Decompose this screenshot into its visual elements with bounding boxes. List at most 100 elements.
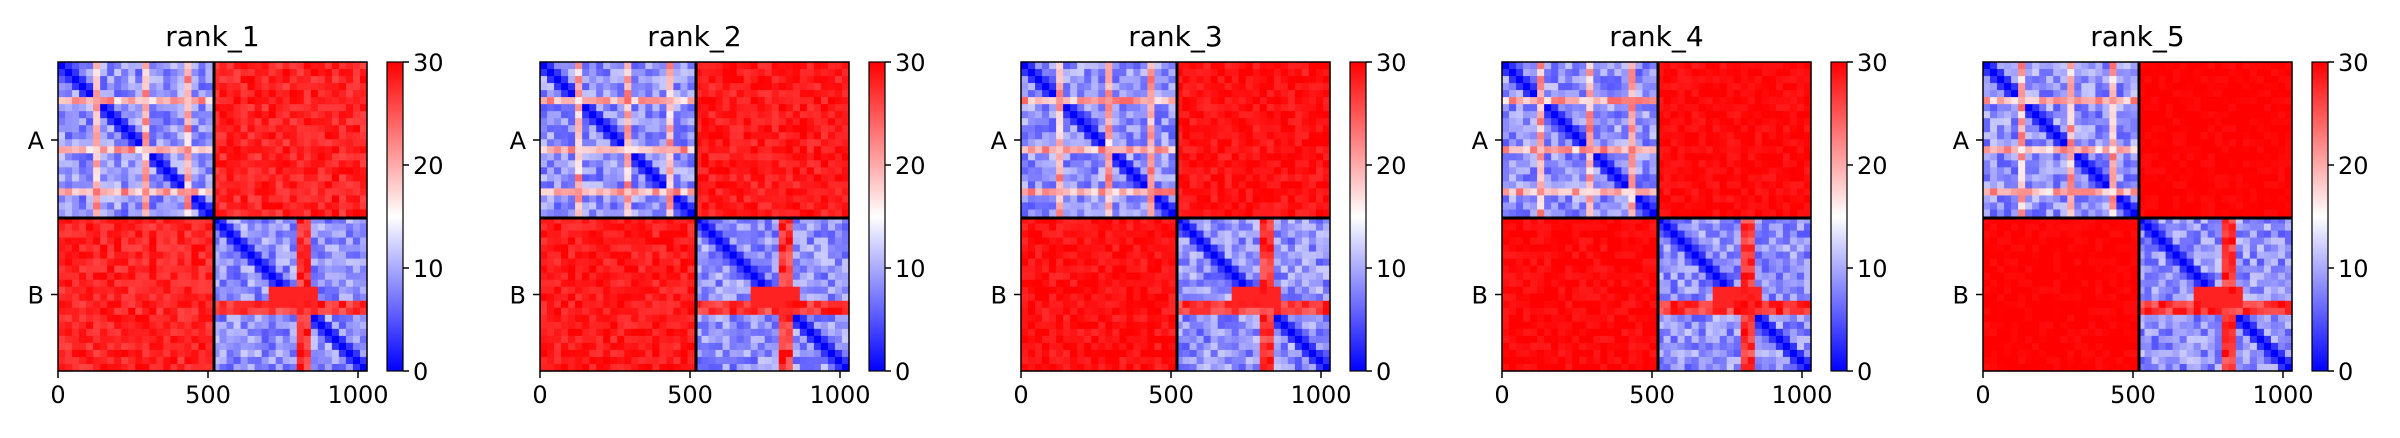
heatmap-cell [254,111,263,119]
heatmap-cell [282,76,291,84]
heatmap-cell [813,146,822,154]
heatmap-cell [219,76,228,84]
heatmap-cell [813,195,822,204]
heatmap-cell [86,209,94,218]
heatmap-cell [142,181,150,190]
heatmap-cell [275,83,284,91]
heatmap-cell [743,167,752,175]
heatmap-cell [114,258,122,267]
heatmap-cell [1224,118,1233,126]
heatmap-cell [638,258,646,267]
heatmap-cell [128,335,136,344]
heatmap-cell [156,188,164,197]
heatmap-cell [1028,188,1036,197]
heatmap-cell [58,307,66,316]
heatmap-cell [589,202,597,211]
heatmap-cell [1056,76,1064,84]
heatmap-cell [1126,104,1134,112]
heatmap-cell [1133,104,1141,112]
heatmap-cell [1098,174,1106,182]
heatmap-cell [1028,160,1036,168]
heatmap-cell [778,258,787,267]
heatmap-cell [715,174,724,182]
heatmap-cell [736,328,745,337]
heatmap-cell [645,265,653,274]
heatmap-cell [275,258,284,267]
heatmap-cell [205,342,214,351]
heatmap-cell [142,307,150,316]
heatmap-cell [149,83,157,91]
heatmap-cell [352,139,361,147]
heatmap-cell [93,314,101,323]
heatmap-cell [1091,181,1099,190]
heatmap-cell [149,230,157,239]
heatmap-cell [757,335,766,344]
panel-title: rank_2 [647,20,741,53]
heatmap-cell [317,132,326,140]
heatmap-cell [729,111,738,119]
heatmap-cell [589,132,597,140]
heatmap-cell [778,202,787,211]
heatmap-cell [198,146,207,154]
heatmap-cell [240,349,249,358]
heatmap-cell [582,272,590,281]
heatmap-cell [331,335,340,344]
heatmap-cell [303,118,312,126]
heatmap-cell [659,265,668,274]
heatmap-cell [722,300,731,309]
heatmap-cell [722,97,731,105]
heatmap-cell [1182,62,1191,70]
heatmap-cell [841,244,850,253]
heatmap-cell [1133,132,1141,140]
heatmap-cell [296,104,305,112]
heatmap-cell [191,321,200,330]
heatmap-cell [226,83,235,91]
heatmap-cell [282,244,291,253]
heatmap-cell [65,216,73,225]
heatmap-cell [1322,181,1331,190]
heatmap-cell [163,181,171,190]
heatmap-cell [114,230,122,239]
heatmap-cell [177,328,186,337]
heatmap-cell [568,335,576,344]
heatmap-cell [547,118,555,126]
heatmap-cell [561,62,569,70]
heatmap-cell [191,244,200,253]
heatmap-cell [1308,97,1317,105]
heatmap-cell [317,118,326,126]
heatmap-cell [247,83,256,91]
heatmap-cell [561,76,569,84]
heatmap-cell [841,202,850,211]
heatmap-cell [827,90,836,98]
heatmap-cell [652,293,660,302]
heatmap-cell [212,195,221,204]
heatmap-cell [778,335,787,344]
heatmap-cell [659,174,668,182]
heatmap-cell [547,328,555,337]
heatmap-cell [603,286,611,295]
heatmap-cell [352,90,361,98]
heatmap-cell [750,279,759,288]
heatmap-cell [610,265,618,274]
heatmap-cell [282,153,291,161]
heatmap-cell [212,83,221,91]
heatmap-cell [331,286,340,295]
heatmap-cell [247,118,256,126]
heatmap-cell [666,167,675,175]
heatmap-cell [820,76,829,84]
heatmap-cell [1266,216,1275,225]
heatmap-cell [212,237,221,246]
heatmap-cell [184,118,193,126]
heatmap-cell [680,300,689,309]
heatmap-cell [827,307,836,316]
heatmap-cell [729,265,738,274]
heatmap-cell [121,356,129,365]
heatmap-cell [645,174,653,182]
heatmap-cell [841,76,850,84]
heatmap-cell [142,202,150,211]
heatmap-cell [79,202,87,211]
heatmap-cell [324,272,333,281]
heatmap-cell [547,237,555,246]
heatmap-cell [554,300,562,309]
heatmap-cell [1252,174,1261,182]
